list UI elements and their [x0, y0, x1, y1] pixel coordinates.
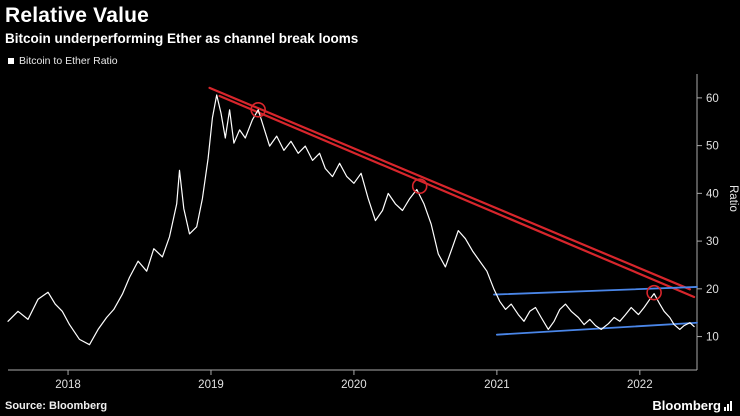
y-tick-label: 30: [706, 236, 719, 248]
red-trendline: [208, 86, 691, 291]
trendline-touch-circle: [250, 102, 266, 118]
page-title: Relative Value: [5, 4, 150, 27]
y-tick-label: 10: [706, 332, 719, 344]
bloomberg-wordmark: Bloomberg: [652, 398, 721, 413]
source-credit: Source: Bloomberg: [5, 400, 108, 412]
red-trendline: [218, 94, 696, 299]
y-tick-label: 40: [706, 188, 719, 200]
blue-channel-line: [493, 286, 698, 296]
trendline-touch-circle: [411, 178, 428, 194]
chart-subtitle: Bitcoin underperforming Ether as channel…: [5, 31, 359, 46]
y-axis-title: Ratio: [727, 185, 739, 212]
x-tick-label: 2020: [341, 379, 367, 391]
bloomberg-bars-icon: [724, 401, 732, 413]
price-line: [7, 94, 695, 346]
blue-channel-line: [495, 321, 698, 336]
legend-label: Bitcoin to Ether Ratio: [19, 55, 118, 67]
x-tick-label: 2022: [627, 379, 653, 391]
y-tick-label: 20: [706, 284, 719, 296]
legend: Bitcoin to Ether Ratio: [8, 55, 118, 67]
bloomberg-logo: Bloomberg: [652, 398, 732, 413]
x-tick-label: 2019: [198, 379, 224, 391]
trendline-touch-circle: [646, 284, 662, 301]
x-tick-label: 2021: [484, 379, 510, 391]
y-tick-label: 60: [706, 93, 719, 105]
legend-marker-icon: [8, 58, 14, 64]
y-tick-label: 50: [706, 141, 719, 153]
x-tick-label: 2018: [55, 379, 81, 391]
